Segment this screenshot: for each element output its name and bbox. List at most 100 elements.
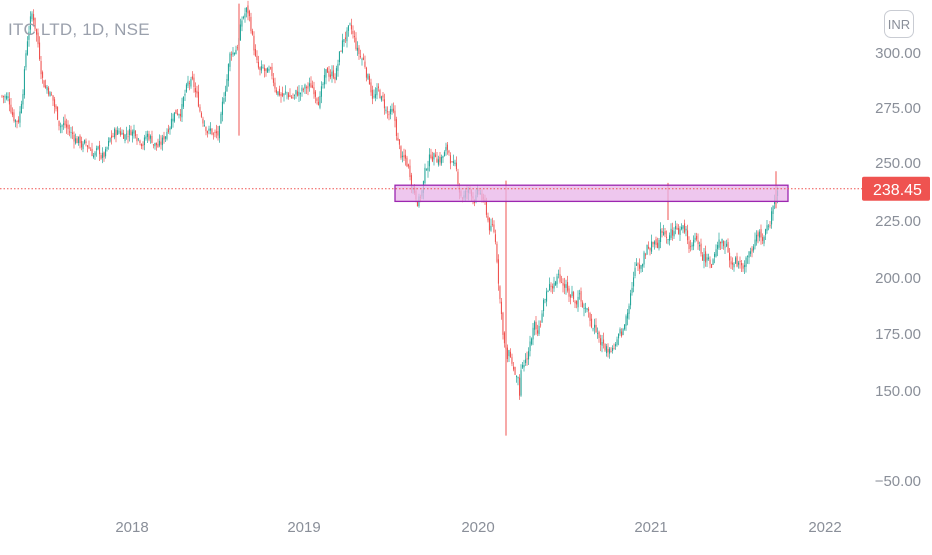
candle xyxy=(250,12,252,34)
candle xyxy=(337,59,339,77)
y-axis[interactable]: 300.00 275.00 250.00 225.00 200.00 175.00 150.… xyxy=(875,45,921,490)
candle xyxy=(212,132,214,140)
candle xyxy=(570,294,572,305)
candle xyxy=(687,224,689,245)
candle xyxy=(235,45,237,55)
candle xyxy=(675,220,677,235)
candle xyxy=(22,89,24,109)
candle xyxy=(600,334,602,352)
candle xyxy=(622,327,624,336)
candle xyxy=(730,256,732,269)
candle xyxy=(666,230,668,244)
candle xyxy=(66,118,68,134)
candle xyxy=(654,240,656,250)
candle xyxy=(439,152,441,166)
candle xyxy=(283,93,285,102)
candle xyxy=(454,159,456,167)
candle xyxy=(208,125,210,135)
candle xyxy=(242,15,244,20)
resistance-zone[interactable] xyxy=(394,184,789,203)
candle xyxy=(374,87,376,102)
x-tick-label: 2018 xyxy=(115,519,148,536)
candle xyxy=(20,100,22,114)
candle xyxy=(709,256,711,269)
candle xyxy=(112,132,114,138)
candle xyxy=(60,122,62,134)
candle xyxy=(718,232,720,250)
candle xyxy=(325,69,327,85)
candle xyxy=(377,83,379,92)
candle xyxy=(31,11,33,22)
candle xyxy=(120,127,122,137)
candle xyxy=(49,91,51,97)
candle xyxy=(19,106,21,128)
candle xyxy=(16,120,18,129)
candle xyxy=(621,328,623,338)
candle xyxy=(256,50,258,64)
candle xyxy=(613,343,615,350)
currency-badge[interactable]: INR xyxy=(884,10,914,38)
candle xyxy=(169,126,171,135)
candle xyxy=(91,142,93,157)
candle xyxy=(534,320,536,336)
candle xyxy=(39,36,41,61)
candle xyxy=(455,156,457,172)
candle xyxy=(522,362,524,369)
candle xyxy=(601,335,603,353)
candle xyxy=(226,74,228,92)
candle xyxy=(401,151,403,163)
candle xyxy=(663,224,665,236)
candle xyxy=(230,51,232,61)
candle xyxy=(45,79,47,89)
candle xyxy=(496,241,498,264)
candle xyxy=(184,89,186,101)
candle xyxy=(508,349,510,362)
candle xyxy=(540,320,542,328)
candle xyxy=(196,85,198,98)
candle xyxy=(34,17,36,32)
candle xyxy=(592,327,594,332)
candle xyxy=(287,92,289,100)
candle xyxy=(751,246,753,258)
candle xyxy=(365,66,367,82)
candle xyxy=(356,41,358,56)
candle xyxy=(121,129,123,135)
candle xyxy=(158,134,160,148)
candle xyxy=(700,238,702,257)
candle xyxy=(664,228,666,238)
candle xyxy=(430,148,432,160)
candle xyxy=(624,324,626,331)
candle xyxy=(726,239,728,248)
candle xyxy=(149,134,151,144)
candle xyxy=(769,221,771,229)
candle xyxy=(61,124,63,134)
candle xyxy=(382,92,384,102)
candle xyxy=(232,47,234,57)
candle xyxy=(6,92,8,101)
candle xyxy=(343,39,345,47)
candle xyxy=(759,229,761,242)
candle xyxy=(724,240,726,254)
candle xyxy=(200,111,202,119)
candle xyxy=(172,113,174,128)
candle xyxy=(639,258,641,275)
candle xyxy=(155,142,157,151)
candle xyxy=(299,92,301,101)
candle xyxy=(145,131,147,141)
candle xyxy=(359,49,361,59)
candle xyxy=(164,136,166,142)
candle xyxy=(688,236,690,253)
candle xyxy=(407,163,409,169)
x-axis[interactable]: 2018 2019 2020 2021 2022 xyxy=(115,519,841,536)
candle xyxy=(247,0,249,21)
candle xyxy=(494,229,496,245)
candle xyxy=(379,88,381,99)
candle xyxy=(368,73,370,85)
candle xyxy=(523,359,525,372)
candle xyxy=(87,145,89,153)
candle xyxy=(760,224,762,245)
candle xyxy=(682,225,684,234)
candle xyxy=(42,70,44,84)
